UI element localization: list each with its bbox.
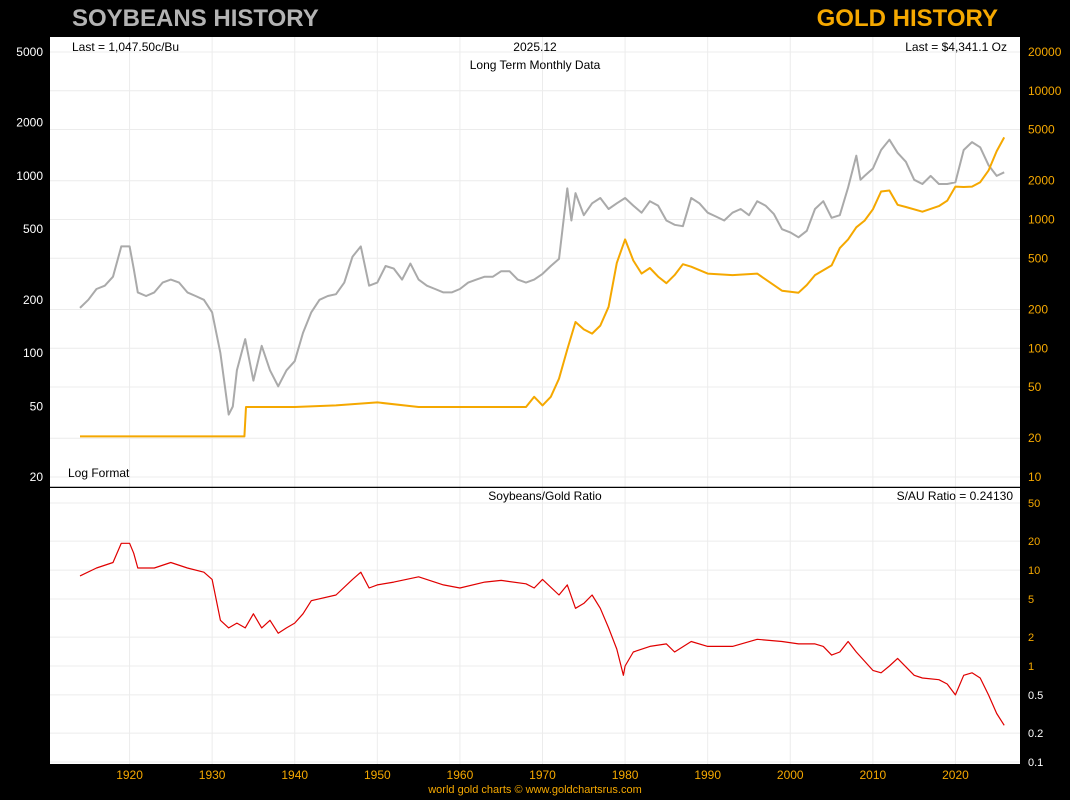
gold-history-title: GOLD HISTORY — [816, 5, 998, 32]
ratio-tick-label: 0.1 — [1028, 757, 1043, 769]
year-tick-label: 2020 — [942, 768, 969, 782]
year-tick-label: 2010 — [860, 768, 887, 782]
year-tick-label: 1940 — [281, 768, 308, 782]
ratio-tick-label: 50 — [1028, 498, 1040, 510]
ratio-panel-grid — [50, 488, 1020, 764]
ratio-tick-label: 5 — [1028, 594, 1034, 606]
ratio-panel-background — [50, 488, 1020, 764]
main-panel-background — [50, 37, 1020, 487]
gold-tick-label: 500 — [1028, 251, 1048, 265]
ratio-tick-label: 1 — [1028, 661, 1034, 673]
year-axis-ticks: 1920 1930 1940 1950 1960 1970 1980 1990 2000 2010… — [116, 768, 969, 782]
soybeans-history-title: SOYBEANS HISTORY — [72, 5, 319, 32]
year-tick-label: 1950 — [364, 768, 391, 782]
year-tick-label: 1980 — [612, 768, 639, 782]
soybeans-tick-label: 5000 — [16, 45, 43, 59]
ratio-tick-label: 0.2 — [1028, 728, 1043, 740]
soybeans-series-line — [79, 138, 1005, 416]
soybeans-axis-ticks: 20 50 100 200 500 1000 2000 5000 — [16, 45, 43, 484]
gold-tick-label: 2000 — [1028, 174, 1055, 188]
year-tick-label: 1990 — [694, 768, 721, 782]
gold-tick-label: 200 — [1028, 302, 1048, 316]
gold-tick-label: 10 — [1028, 470, 1042, 484]
soybeans-tick-label: 200 — [23, 293, 43, 307]
ratio-last-readout: S/AU Ratio = 0.24130 — [897, 489, 1014, 503]
soybeans-tick-label: 2000 — [16, 116, 43, 130]
year-tick-label: 1960 — [447, 768, 474, 782]
soybeans-tick-label: 100 — [23, 346, 43, 360]
main-chart-title: Long Term Monthly Data — [470, 58, 601, 72]
soybeans-last-readout: Last = 1,047.50c/Bu — [72, 40, 179, 54]
ratio-tick-label: 10 — [1028, 565, 1040, 577]
year-tick-label: 1930 — [199, 768, 226, 782]
footer-credit: world gold charts © www.goldchartsrus.co… — [428, 784, 642, 796]
gold-tick-label: 20000 — [1028, 45, 1062, 59]
gold-tick-label: 1000 — [1028, 213, 1055, 227]
gold-tick-label: 5000 — [1028, 123, 1055, 137]
year-tick-label: 2000 — [777, 768, 804, 782]
gold-last-readout: Last = $4,341.1 Oz — [905, 40, 1007, 54]
log-format-label: Log Format — [68, 466, 130, 480]
date-readout: 2025.12 — [513, 40, 557, 54]
soybeans-tick-label: 50 — [30, 399, 44, 413]
ratio-tick-label: 0.5 — [1028, 690, 1043, 702]
gold-axis-ticks: 10 20 50 100 200 500 1000 2000 5000 10000 20000 — [1028, 45, 1062, 484]
main-panel-grid — [50, 37, 1020, 487]
year-tick-label: 1920 — [116, 768, 143, 782]
soybeans-tick-label: 500 — [23, 222, 43, 236]
ratio-series-line — [79, 542, 1005, 726]
gold-tick-label: 50 — [1028, 380, 1042, 394]
ratio-chart-title: Soybeans/Gold Ratio — [488, 489, 602, 503]
soybeans-tick-label: 20 — [30, 470, 44, 484]
ratio-tick-label: 20 — [1028, 536, 1040, 548]
gold-tick-label: 20 — [1028, 431, 1042, 445]
gold-series-line — [80, 136, 1006, 438]
ratio-axis-ticks: 0.1 0.2 0.5 1 2 5 10 20 50 — [1028, 498, 1043, 769]
year-tick-label: 1970 — [529, 768, 556, 782]
soybeans-tick-label: 1000 — [16, 169, 43, 183]
gold-tick-label: 10000 — [1028, 84, 1062, 98]
gold-tick-label: 100 — [1028, 341, 1048, 355]
ratio-tick-label: 2 — [1028, 632, 1034, 644]
